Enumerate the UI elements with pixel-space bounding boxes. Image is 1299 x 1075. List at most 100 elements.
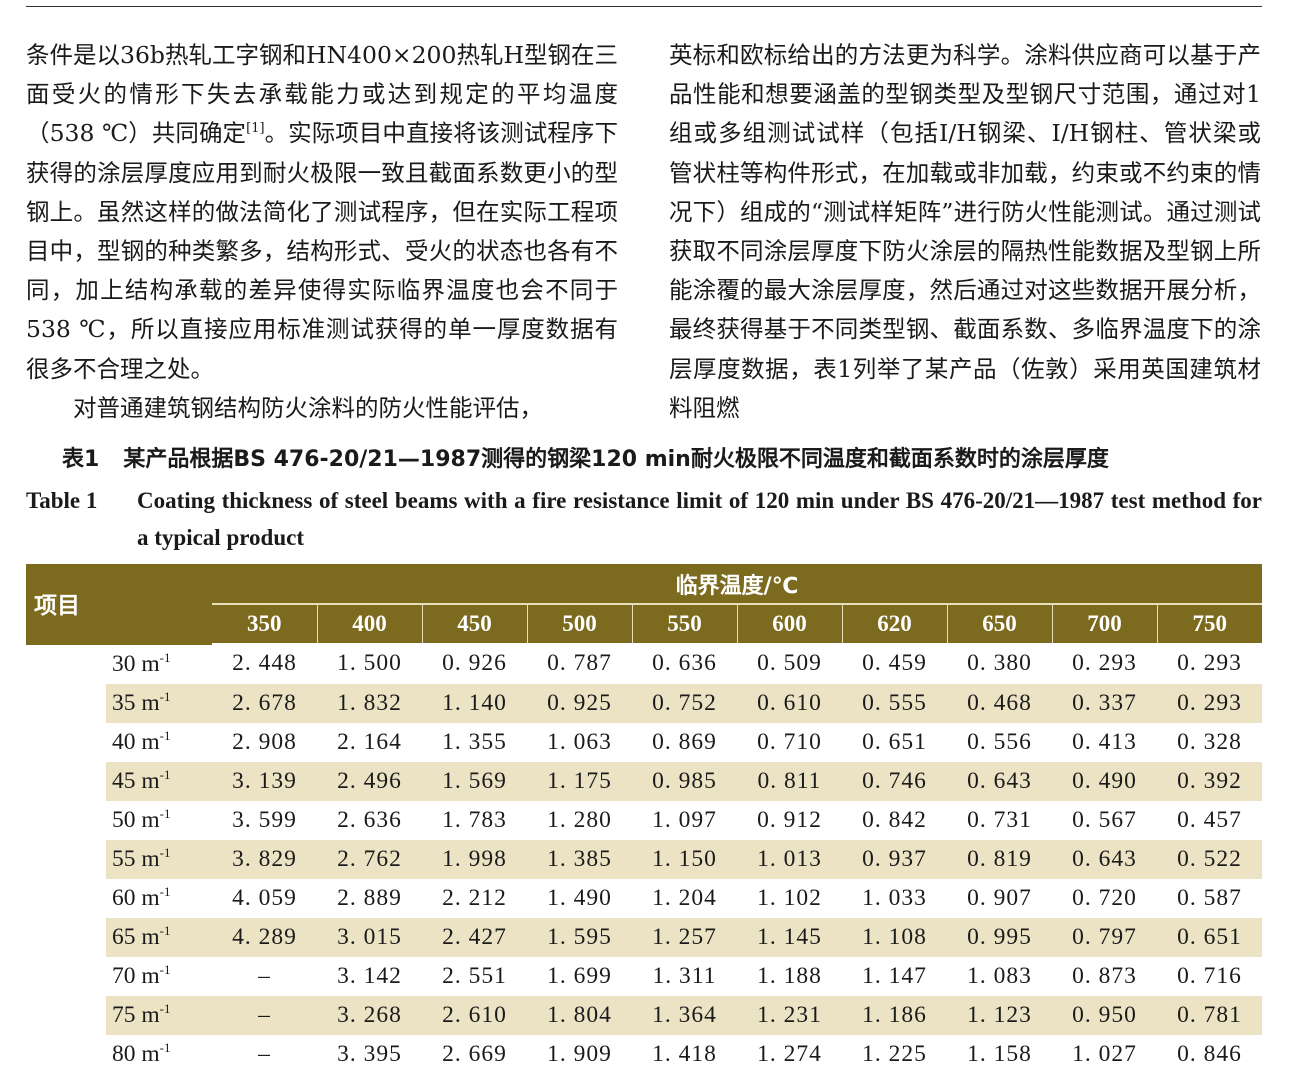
- thickness-cell: 1. 909: [547, 1041, 612, 1068]
- section-factor-label: 55 m: [112, 846, 160, 873]
- temperature-header-cell: 620: [841, 604, 947, 643]
- thickness-cell: 1. 832: [317, 683, 422, 723]
- table-row: 40 m-1 2. 908 2. 164 1. 355 1. 063 0. 869 0. 7…: [26, 723, 1262, 762]
- temperature-header-cell: 550: [631, 604, 737, 643]
- paragraph-3: 英标和欧标给出的方法更为科学。涂料供应商可以基于产品性能和想要涵盖的型钢类型及型…: [669, 41, 1261, 422]
- thickness-cell: 0. 797: [1052, 918, 1157, 958]
- table-row: 55 m-1 3. 829 2. 762 1. 998 1. 385 1. 150 1. 0…: [26, 839, 1263, 880]
- thickness-cell: 0. 556: [967, 728, 1032, 755]
- thickness-cell: 0. 819: [947, 839, 1052, 880]
- section-factor-label: 80 m: [112, 1041, 160, 1068]
- thickness-cell: 0. 328: [1177, 728, 1242, 755]
- table-caption-en-text: Coating thickness of steel beams with a …: [137, 488, 1262, 550]
- section-factor-label: 40 m: [112, 728, 160, 755]
- thickness-cell: 1. 274: [757, 1041, 822, 1068]
- thickness-cell: 1. 490: [547, 885, 612, 912]
- thickness-cell: 0. 651: [862, 728, 927, 755]
- thickness-cell: 1. 033: [862, 885, 927, 912]
- unit-superscript: -1: [159, 923, 171, 939]
- paragraph-1-text-a: 条件是以36b热轧工字钢和HN400×200热轧H型钢在三面受火的情形下失去承载…: [26, 41, 618, 148]
- row-label: 70 m-1: [26, 957, 212, 996]
- row-label: 80 m-1: [26, 1035, 212, 1074]
- thickness-cell: 1. 204: [652, 885, 717, 912]
- thickness-cell: 1. 083: [967, 963, 1032, 990]
- paragraph-1: 条件是以36b热轧工字钢和HN400×200热轧H型钢在三面受火的情形下失去承载…: [26, 36, 618, 389]
- thickness-cell: 0. 293: [1177, 649, 1242, 676]
- row-label: 60 m-1: [26, 879, 212, 918]
- critical-temperature-header: 临界温度/℃: [212, 564, 1263, 605]
- table-body: 30 m-1 2. 448 1. 500 0. 926 0. 787 0. 636 0. 5…: [26, 643, 1263, 1075]
- thickness-cell: 2. 610: [422, 996, 527, 1036]
- thickness-cell: 1. 186: [842, 996, 947, 1036]
- temperature-header-cell: 500: [526, 604, 632, 643]
- thickness-cell: 0. 752: [632, 683, 737, 723]
- thickness-cell: 0. 926: [442, 649, 507, 676]
- paragraph-1-text-b: 。实际项目中直接将该测试程序下获得的涂层厚度应用到耐火极限一致且截面系数更小的型…: [26, 119, 618, 383]
- unit-superscript: -1: [159, 1040, 171, 1056]
- thickness-cell: 0. 869: [652, 728, 717, 755]
- thickness-cell: 2. 496: [317, 761, 422, 801]
- thickness-cell: 0. 950: [1052, 996, 1157, 1036]
- thickness-cell: 0. 413: [1072, 728, 1137, 755]
- thickness-cell: 1. 108: [842, 918, 947, 958]
- thickness-cell: 3. 142: [337, 963, 402, 990]
- thickness-cell: 1. 364: [632, 996, 737, 1036]
- top-rule: [26, 6, 1262, 7]
- thickness-cell: 0. 720: [1072, 885, 1137, 912]
- reference-marker[interactable]: [1]: [246, 121, 265, 137]
- row-label: 40 m-1: [26, 723, 212, 762]
- thickness-cell: 0. 337: [1052, 683, 1157, 723]
- thickness-cell: 1. 027: [1072, 1041, 1137, 1068]
- unit-superscript: -1: [159, 962, 171, 978]
- thickness-cell: 2. 908: [232, 728, 297, 755]
- temperature-header-cell: 350: [212, 604, 317, 643]
- thickness-cell: 0. 392: [1157, 761, 1263, 801]
- thickness-cell: 0. 555: [842, 683, 947, 723]
- thickness-cell: 0. 985: [632, 761, 737, 801]
- temperature-header-cell: 700: [1051, 604, 1157, 643]
- row-label: 55 m-1: [26, 839, 212, 880]
- thickness-cell: 0. 643: [947, 761, 1052, 801]
- table-row: 30 m-1 2. 448 1. 500 0. 926 0. 787 0. 636 0. 5…: [26, 643, 1262, 684]
- thickness-cell: 2. 427: [422, 918, 527, 958]
- thickness-cell: 0. 912: [757, 806, 822, 833]
- thickness-cell: 2. 762: [317, 839, 422, 880]
- section-factor-label: 50 m: [112, 806, 160, 833]
- table-row: 80 m-1 – 3. 395 2. 669 1. 909 1. 418 1. 274 1. …: [26, 1035, 1262, 1074]
- thickness-cell: 0. 636: [652, 649, 717, 676]
- section-factor-label: 60 m: [112, 885, 160, 912]
- temperature-header-cell: 600: [736, 604, 842, 643]
- thickness-cell: 0. 293: [1072, 649, 1137, 676]
- section-factor-label: 75 m: [112, 1002, 160, 1029]
- section-factor-label: 65 m: [112, 924, 160, 951]
- thickness-cell: 1. 188: [757, 963, 822, 990]
- thickness-cell: 1. 783: [442, 806, 507, 833]
- unit-superscript: -1: [159, 767, 171, 782]
- thickness-cell: 1. 569: [422, 761, 527, 801]
- coating-thickness-table: 项目 临界温度/℃ 350 400 450 500 550 600 620 650 700 750…: [26, 564, 1263, 1075]
- thickness-cell: 0. 995: [947, 918, 1052, 958]
- thickness-cell: 0. 293: [1157, 683, 1263, 723]
- unit-superscript: -1: [159, 806, 171, 822]
- thickness-cell: 0. 925: [527, 683, 632, 723]
- table-caption-cn: 表1 某产品根据BS 476-20/21—1987测得的钢梁120 min耐火极限…: [62, 442, 1109, 478]
- thickness-cell: 1. 257: [632, 918, 737, 958]
- thickness-cell: 1. 385: [527, 839, 632, 880]
- thickness-cell: 1. 500: [337, 649, 402, 676]
- thickness-cell: 2. 164: [337, 728, 402, 755]
- thickness-cell: 1. 013: [737, 839, 842, 880]
- thickness-cell: 0. 457: [1177, 806, 1242, 833]
- unit-superscript: -1: [159, 688, 171, 704]
- thickness-cell: 1. 355: [442, 728, 507, 755]
- thickness-cell: 2. 678: [212, 683, 317, 723]
- thickness-cell: 1. 147: [862, 963, 927, 990]
- thickness-cell: 0. 811: [737, 761, 842, 801]
- thickness-cell: 2. 889: [337, 885, 402, 912]
- thickness-cell: 2. 448: [232, 649, 297, 676]
- thickness-cell: 3. 599: [232, 806, 297, 833]
- section-factor-label: 30 m: [112, 650, 160, 677]
- right-text-column: 英标和欧标给出的方法更为科学。涂料供应商可以基于产品性能和想要涵盖的型钢类型及型…: [669, 36, 1261, 428]
- table-row: 65 m-1 4. 289 3. 015 2. 427 1. 595 1. 257 1. 1…: [26, 918, 1263, 958]
- thickness-cell: 0. 651: [1157, 918, 1263, 958]
- data-table-container: 项目 临界温度/℃ 350 400 450 500 550 600 620 650 700 750…: [26, 564, 1263, 1075]
